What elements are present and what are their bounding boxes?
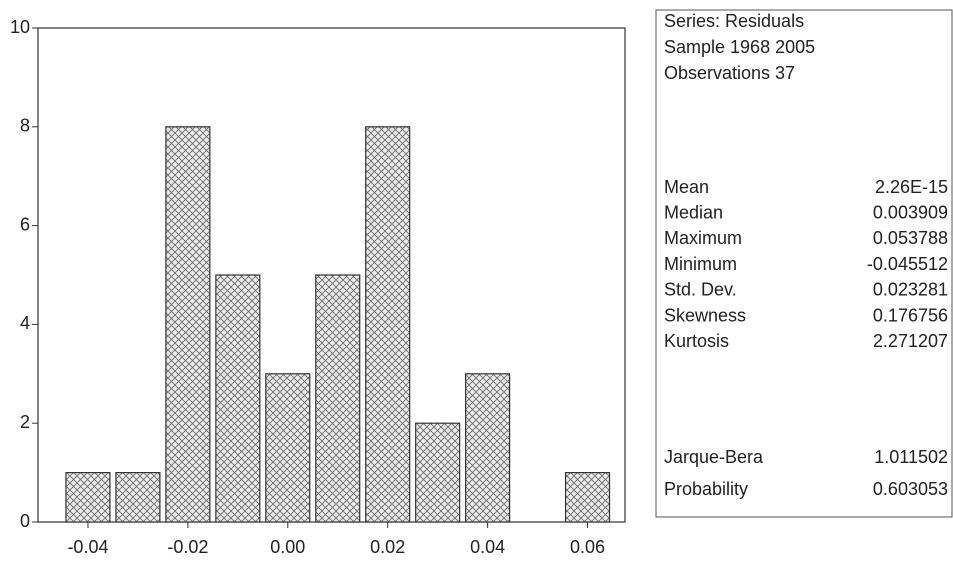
stats-frame [655, 9, 953, 518]
stat-value: 0.603053 [873, 479, 948, 499]
stat-label: Skewness [664, 305, 746, 325]
stat-label: Std. Dev. [664, 280, 737, 300]
bar [65, 472, 111, 523]
stats-header: Series: Residuals [664, 11, 804, 31]
y-tick-label: 6 [20, 214, 30, 234]
bar [215, 274, 261, 523]
stat-value: 2.26E-15 [875, 177, 948, 197]
x-tick-label: -0.02 [167, 537, 208, 557]
y-tick-label: 10 [10, 17, 30, 37]
stat-value: 0.176756 [873, 305, 948, 325]
stat-label: Mean [664, 177, 709, 197]
y-tick-label: 0 [20, 511, 30, 531]
y-tick-label: 4 [20, 313, 30, 333]
bar [315, 274, 361, 523]
stat-value: -0.045512 [867, 254, 948, 274]
stat-label: Kurtosis [664, 331, 729, 351]
stats-header: Sample 1968 2005 [664, 37, 815, 57]
bar [415, 422, 461, 523]
stat-value: 0.023281 [873, 280, 948, 300]
x-tick-label: 0.02 [370, 537, 405, 557]
stats-header: Observations 37 [664, 63, 795, 83]
y-tick-label: 2 [20, 412, 30, 432]
stat-label: Minimum [664, 254, 737, 274]
stat-label: Median [664, 202, 723, 222]
bar [115, 472, 161, 523]
stat-label: Probability [664, 479, 748, 499]
x-tick-label: 0.06 [570, 537, 605, 557]
stat-label: Maximum [664, 228, 742, 248]
bar [265, 373, 311, 523]
bar [465, 373, 511, 523]
bar [165, 126, 211, 523]
stat-value: 2.271207 [873, 331, 948, 351]
stat-label: Jarque-Bera [664, 447, 764, 467]
x-tick-label: 0.00 [270, 537, 305, 557]
bar [564, 472, 611, 523]
y-tick-label: 8 [20, 116, 30, 136]
x-tick-label: -0.04 [67, 537, 108, 557]
bar [365, 126, 411, 523]
stat-value: 1.011502 [874, 447, 948, 467]
x-tick-label: 0.04 [470, 537, 505, 557]
stat-value: 0.003909 [873, 202, 948, 222]
stat-value: 0.053788 [873, 228, 948, 248]
